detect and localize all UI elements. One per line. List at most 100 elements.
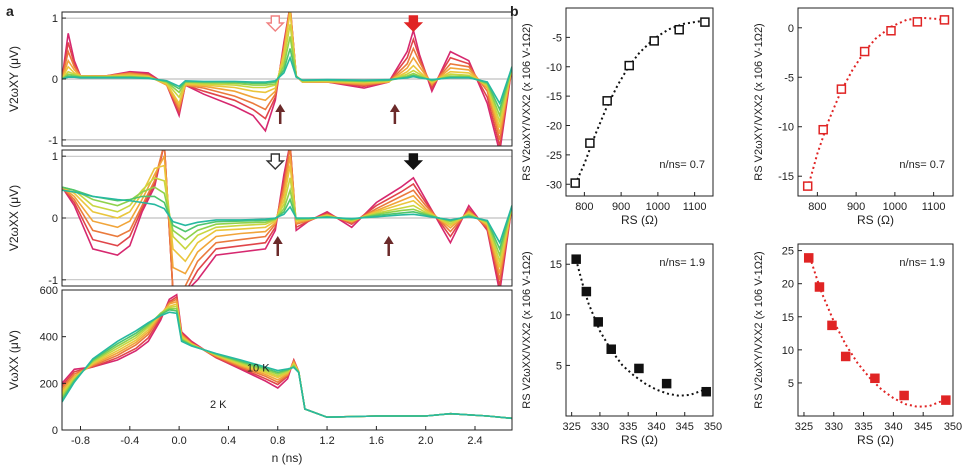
- b_br-data-point: [870, 373, 880, 384]
- a_bottom-ylabel: VωXX (μV): [7, 330, 21, 390]
- b_bl-data-point: [634, 363, 644, 374]
- b_br-frame: [797, 243, 954, 417]
- hollow-down-arrow-icon: [265, 153, 285, 170]
- b_br-ytick-label: 25: [782, 246, 794, 258]
- panel-label-b: b: [510, 3, 519, 19]
- a_bottom-xtick-label: 2.0: [418, 435, 433, 447]
- b_tr-ytick-label: 0: [788, 23, 794, 35]
- b_tr-ytick-label: -5: [784, 72, 794, 84]
- chart-b-top-left: -30 -25 -20 -15 -10 -5 800 900 1000 1100 n/ns= 0.7…: [521, 7, 714, 227]
- b_br-data-point: [899, 390, 909, 401]
- b_br-annotation: n/ns= 1.9: [899, 257, 945, 269]
- b_tl-xtick-label: 1000: [646, 201, 670, 213]
- b_tl-frame: [565, 7, 714, 197]
- a_bottom-series-line: [62, 308, 512, 420]
- b_tl-data-point: [649, 36, 659, 46]
- filled-down-arrow-icon: [403, 153, 424, 170]
- b_tr-xtick-label: 800: [808, 201, 826, 213]
- b_tr-data-point: [912, 17, 923, 27]
- a_mid-ytick-label: 0: [52, 213, 58, 225]
- b_bl-fit-curve: [576, 263, 708, 397]
- b_br-data-point: [827, 320, 837, 331]
- b_br-ylabel: RS V2ωXY/VXX2 (x 106 V-1Ω2): [753, 251, 765, 408]
- b_tl-data-point: [624, 60, 634, 71]
- a_bottom-series-line: [62, 311, 512, 420]
- b_br-xtick-label: 345: [914, 421, 932, 433]
- a_top-ytick-label: 1: [52, 13, 58, 25]
- b_bl-annotation: n/ns= 1.9: [659, 257, 705, 269]
- b_br-xtick-label: 350: [944, 421, 962, 433]
- a_bottom-series-line: [62, 298, 512, 420]
- b_bl-xtick-label: 335: [619, 421, 637, 433]
- a_bottom-xtick-label: -0.8: [71, 435, 90, 447]
- a_bottom-xtick-label: -0.4: [120, 435, 139, 447]
- b_br-fit-curve: [808, 256, 948, 408]
- b_tl-data-point: [700, 17, 710, 27]
- chart-b-top-right: -15 -10 -5 0 800 900 1000 1100 n/ns= 0.7 RS V2ωXY…: [753, 7, 954, 227]
- b_tr-data-point: [939, 15, 950, 25]
- a_bottom-xtick-label: 1.6: [369, 435, 384, 447]
- b_bl-data-point: [571, 254, 581, 264]
- b_br-xtick-label: 325: [795, 421, 813, 433]
- b_bl-data-point: [581, 286, 592, 297]
- b_tr-ytick-label: -10: [778, 122, 794, 134]
- a_bottom-frame: [61, 289, 513, 431]
- b_tr-xtick-label: 1100: [922, 201, 946, 213]
- b_tr-annotation: n/ns= 0.7: [899, 159, 945, 171]
- up-arrow-icon: [383, 236, 394, 244]
- b_tl-xlabel: RS (Ω): [621, 213, 658, 227]
- b_br-data-point: [840, 351, 851, 362]
- a_mid-series-line: [62, 164, 512, 268]
- b_bl-ytick-label: 5: [556, 360, 562, 372]
- b_br-ytick-label: 5: [788, 378, 794, 390]
- a_bottom-legend-hot: 10 K: [247, 363, 270, 375]
- a_bottom-xlabel: n (ns): [272, 451, 303, 465]
- b_bl-data-point: [701, 386, 711, 397]
- b_tr-data-point: [818, 124, 828, 135]
- b_br-xtick-label: 335: [854, 421, 872, 433]
- a_bottom-series-group: [62, 293, 512, 420]
- b_bl-xtick-label: 325: [562, 421, 580, 433]
- b_tl-ylabel: RS V2ωXY/VXX2 (x 106 V-1Ω2): [521, 23, 533, 180]
- a_bottom-series-line: [62, 295, 512, 420]
- a_bottom-xtick-label: 1.2: [319, 435, 334, 447]
- b_tl-xtick-label: 1100: [683, 201, 707, 213]
- a_bottom-xtick-label: 2.4: [467, 435, 482, 447]
- a_bottom-series-line: [62, 305, 512, 420]
- b_tl-data-point: [585, 138, 595, 148]
- b_bl-ytick-label: 10: [550, 310, 562, 322]
- up-arrow-icon: [389, 104, 400, 112]
- a_bottom-series-line: [62, 307, 512, 420]
- hollow-down-arrow-icon: [265, 15, 285, 32]
- b_bl-ytick-label: 15: [550, 259, 562, 271]
- b_br-data-point: [814, 282, 825, 292]
- a_bottom-ytick-label: 0: [52, 425, 58, 437]
- chart-a-middle-v2w-xx: -1 0 1 V2ωXX (μV): [7, 149, 513, 287]
- b_tl-data-point: [602, 96, 612, 106]
- a_bottom-ytick-label: 400: [40, 332, 58, 344]
- a_bottom-xtick-label: 0.4: [221, 435, 236, 447]
- chart-a-bottom-vw-xx: 0 200 400 600 -0.8 -0.4 0.0 0.4 0.8 1.2 1.6 2.0 2.4 V…: [7, 285, 513, 465]
- filled-down-arrow-icon: [403, 15, 424, 32]
- b_tr-ylabel: RS V2ωXY/VXX2 (x 106 V-1Ω2): [753, 23, 765, 180]
- up-arrow-icon: [272, 236, 283, 244]
- a_mid-series-group: [62, 150, 512, 286]
- b_br-data-point: [941, 395, 951, 405]
- panel-label-a: a: [6, 3, 14, 19]
- b_br-xlabel: RS (Ω): [857, 433, 894, 447]
- b_tr-xlabel: RS (Ω): [857, 213, 894, 227]
- b_br-xtick-label: 330: [825, 421, 843, 433]
- a_top-series-line: [62, 55, 512, 106]
- chart-b-bottom-right: 5 10 15 20 25 325 330 335 340 345 350 n/ns= 1.9 RS V…: [753, 243, 962, 447]
- b_br-ytick-label: 20: [782, 279, 794, 291]
- chart-a-top-v2w-xy: -1 0 1 V2ωXY (μV): [7, 11, 513, 147]
- b_tl-xtick-label: 900: [612, 201, 630, 213]
- a_mid-series-line: [62, 153, 512, 275]
- a_bottom-xtick-label: 0.8: [270, 435, 285, 447]
- b_tr-xtick-label: 900: [847, 201, 865, 213]
- b_bl-frame: [565, 243, 714, 417]
- b_tr-data-point: [802, 181, 813, 191]
- b_tl-xtick-label: 800: [575, 201, 593, 213]
- b_tl-ytick-label: -10: [546, 62, 562, 74]
